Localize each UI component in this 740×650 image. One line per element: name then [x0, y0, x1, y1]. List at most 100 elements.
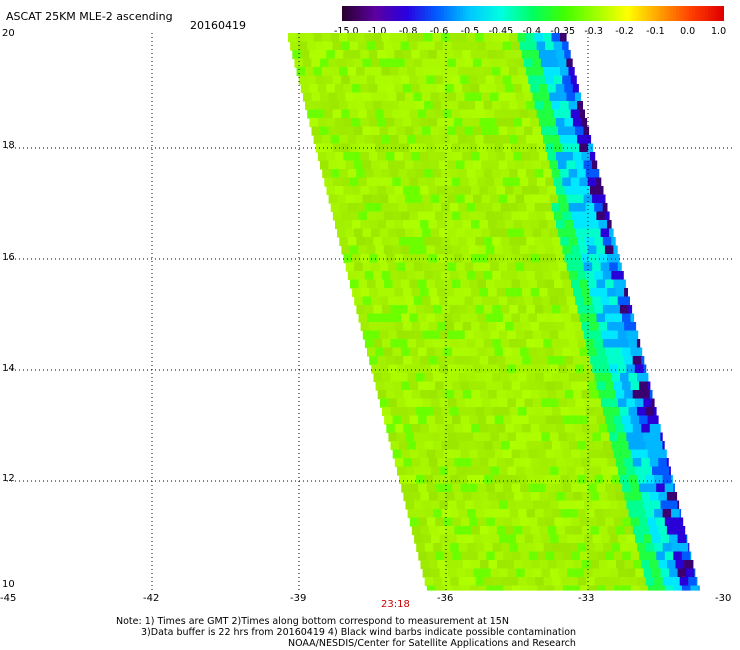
- note-line-3: NOAA/NESDIS/Center for Satellite Applica…: [288, 638, 576, 649]
- colorbar-segment: [405, 6, 410, 21]
- colorbar-segment: [577, 6, 582, 21]
- colorbar-segment: [412, 6, 416, 21]
- x-tick-label: -36: [437, 593, 454, 604]
- colorbar-label: -15.0: [334, 26, 359, 37]
- colorbar-segment: [351, 6, 356, 21]
- map-date: 20160419: [190, 19, 246, 32]
- colorbar-segment: [517, 6, 521, 21]
- colorbar-segment: [504, 6, 509, 21]
- colorbar-segment: [618, 6, 623, 21]
- colorbar-segment: [494, 6, 499, 21]
- colorbar-segment: [482, 6, 486, 21]
- colorbar-segment: [568, 6, 572, 21]
- colorbar-segment: [523, 6, 528, 21]
- colorbar-segment: [679, 6, 684, 21]
- colorbar-segment: [590, 6, 595, 21]
- colorbar-label: 0.0: [680, 26, 696, 37]
- y-tick-label: 16: [2, 252, 15, 263]
- colorbar-segment: [695, 6, 700, 21]
- colorbar-segment: [427, 6, 432, 21]
- colorbar-segment: [641, 6, 646, 21]
- colorbar-segment: [431, 6, 435, 21]
- colorbar-segment: [491, 6, 496, 21]
- colorbar-segment: [526, 6, 531, 21]
- colorbar-segment: [386, 6, 391, 21]
- colorbar-segment: [711, 6, 716, 21]
- graticule: [7, 33, 735, 590]
- colorbar-segment: [357, 6, 362, 21]
- colorbar-segment: [380, 6, 384, 21]
- colorbar-segment: [596, 6, 601, 21]
- colorbar-segment: [501, 6, 505, 21]
- colorbar-segment: [552, 6, 556, 21]
- colorbar-segment: [542, 6, 547, 21]
- colorbar-segment: [440, 6, 445, 21]
- colorbar-segment: [450, 6, 455, 21]
- x-tick-label: -45: [0, 593, 17, 604]
- colorbar-segment: [459, 6, 464, 21]
- colorbar-segment: [488, 6, 493, 21]
- colorbar-segment: [533, 6, 537, 21]
- colorbar-segment: [354, 6, 359, 21]
- colorbar-segment: [669, 6, 674, 21]
- colorbar-segment: [622, 6, 626, 21]
- colorbar-segment: [536, 6, 540, 21]
- colorbar-segment: [443, 6, 448, 21]
- colorbar-segment: [447, 6, 451, 21]
- note-line-2: 3)Data buffer is 22 hrs from 20160419 4)…: [141, 627, 577, 638]
- colorbar-segment: [453, 6, 458, 21]
- colorbar-label: -0.8: [398, 26, 418, 37]
- colorbar-segment: [708, 6, 712, 21]
- colorbar-segment: [653, 6, 658, 21]
- colorbar-segment: [558, 6, 563, 21]
- colorbar-segment: [609, 6, 614, 21]
- colorbar-segment: [647, 6, 652, 21]
- colorbar-segment: [466, 6, 470, 21]
- colorbar-segment: [507, 6, 512, 21]
- colorbar-segment: [606, 6, 610, 21]
- colorbar-segment: [676, 6, 681, 21]
- colorbar-segment: [437, 6, 442, 21]
- colorbar-segment: [513, 6, 518, 21]
- colorbar-segment: [692, 6, 696, 21]
- colorbar-segment: [650, 6, 655, 21]
- colorbar-segment: [548, 6, 553, 21]
- colorbar-segment: [583, 6, 588, 21]
- colorbar-segment: [415, 6, 419, 21]
- colorbar-segment: [367, 6, 372, 21]
- scatterometer-swath: [288, 33, 700, 591]
- y-tick-label: 10: [2, 579, 15, 590]
- y-tick-label: 14: [2, 363, 15, 374]
- colorbar-segment: [587, 6, 591, 21]
- colorbar-segment: [342, 6, 346, 21]
- colorbar-segment: [373, 6, 378, 21]
- colorbar-label: 1.0: [711, 26, 727, 37]
- colorbar-segment: [555, 6, 560, 21]
- colorbar-label: -0.4: [522, 26, 542, 37]
- colorbar-segment: [421, 6, 426, 21]
- colorbar-label: -0.6: [429, 26, 449, 37]
- colorbar-segment: [472, 6, 477, 21]
- colorbar-segment: [603, 6, 607, 21]
- colorbar-segment: [520, 6, 525, 21]
- colorbar-label: -0.35: [550, 26, 575, 37]
- colorbar-segment: [456, 6, 461, 21]
- colorbar-segment: [625, 6, 630, 21]
- colorbar-label: -0.3: [584, 26, 603, 37]
- colorbar-segment: [396, 6, 400, 21]
- colorbar-segment: [485, 6, 490, 21]
- colorbar-segment: [612, 6, 617, 21]
- colorbar-segment: [377, 6, 381, 21]
- colorbar-segment: [593, 6, 598, 21]
- colorbar-segment: [571, 6, 575, 21]
- colorbar-segment: [599, 6, 604, 21]
- colorbar-segment: [574, 6, 579, 21]
- colorbar-label: -0.1: [646, 26, 665, 37]
- colorbar-segment: [478, 6, 483, 21]
- colorbar-segment: [631, 6, 636, 21]
- note-line-1: Note: 1) Times are GMT 2)Times along bot…: [116, 616, 509, 627]
- colorbar-label: -0.45: [488, 26, 514, 37]
- y-tick-label: 12: [2, 473, 15, 484]
- colorbar-segment: [660, 6, 665, 21]
- colorbar-segment: [364, 6, 369, 21]
